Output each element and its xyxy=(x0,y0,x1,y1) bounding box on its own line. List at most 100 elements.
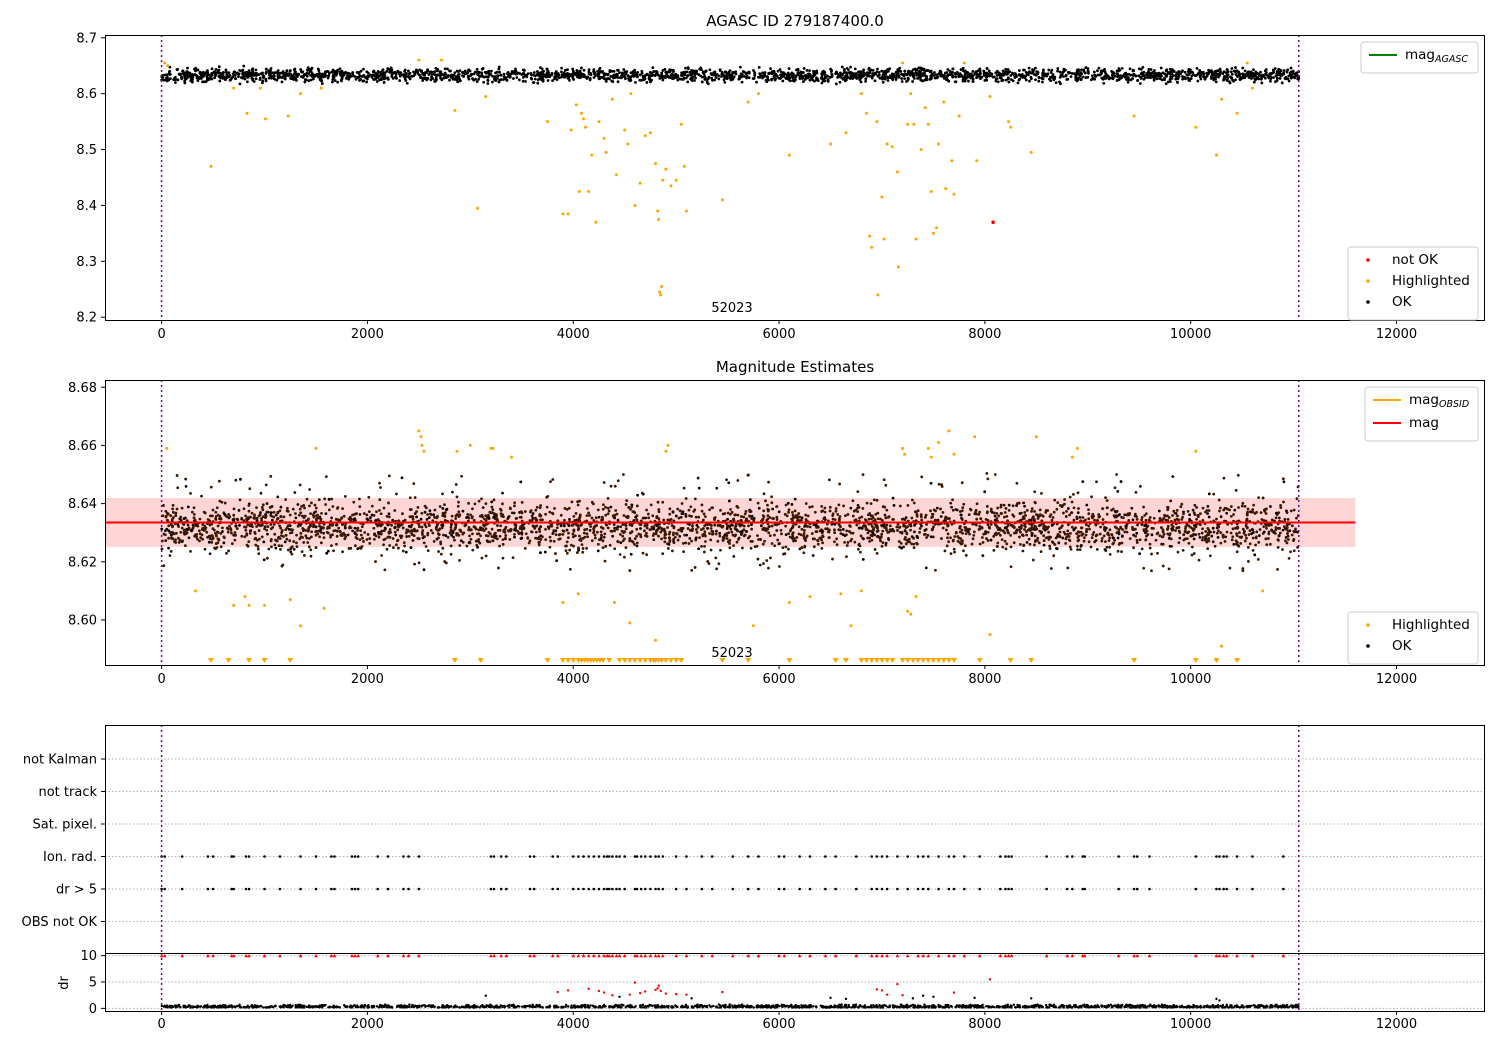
ok-point xyxy=(432,513,436,517)
ok-point xyxy=(687,542,691,545)
ok-point xyxy=(240,517,244,520)
ok-point xyxy=(575,551,579,555)
highlighted-point xyxy=(885,142,889,146)
ok-point xyxy=(1097,513,1101,516)
ok-point xyxy=(480,556,484,560)
ok-point xyxy=(804,518,808,521)
ok-point xyxy=(1080,72,1084,76)
ok-point xyxy=(857,542,861,546)
ok-point xyxy=(624,503,628,506)
highlighted-point xyxy=(264,117,268,121)
ok-point xyxy=(1066,529,1070,533)
ok-point xyxy=(1278,527,1282,530)
ok-point xyxy=(828,505,832,509)
ok-point xyxy=(567,531,570,535)
ok-point xyxy=(225,76,228,80)
ok-point xyxy=(828,75,832,79)
ok-point xyxy=(242,71,245,75)
ok-point xyxy=(265,502,269,505)
ok-point xyxy=(895,525,899,529)
ok-point xyxy=(810,74,814,78)
y-axis: 8.28.38.48.58.68.7 xyxy=(76,31,105,326)
ok-point xyxy=(1126,80,1130,84)
ok-point xyxy=(703,524,707,528)
ok-point xyxy=(353,544,357,548)
ok-point xyxy=(995,511,999,515)
legend-label: not OK xyxy=(1392,252,1439,268)
ok-point xyxy=(719,508,722,512)
ok-point xyxy=(322,75,326,79)
ok-point xyxy=(183,544,187,548)
ok-point xyxy=(1137,74,1141,78)
ok-point xyxy=(636,75,639,79)
ok-point xyxy=(1038,529,1042,533)
ok-point xyxy=(227,549,230,553)
ok-point xyxy=(224,68,228,72)
ok-point xyxy=(1061,536,1065,540)
ok-point xyxy=(1150,552,1153,556)
ok-point xyxy=(335,523,338,527)
ok-point xyxy=(1105,506,1109,510)
ok-point xyxy=(689,77,693,81)
ok-point xyxy=(1148,542,1152,546)
ok-point xyxy=(520,511,524,515)
ok-point xyxy=(457,76,461,79)
ok-point xyxy=(347,76,351,80)
ok-point xyxy=(397,70,401,74)
ok-point xyxy=(1138,538,1142,542)
ok-point xyxy=(747,71,751,75)
ok-point xyxy=(645,72,649,76)
ok-point xyxy=(1020,75,1023,79)
ok-point xyxy=(219,545,223,549)
ok-point xyxy=(784,545,788,549)
ok-point xyxy=(1011,513,1015,517)
ok-point xyxy=(1070,500,1074,504)
ok-point xyxy=(578,499,581,503)
ok-point xyxy=(408,530,411,533)
ok-point xyxy=(1225,79,1229,82)
ok-point xyxy=(635,518,639,522)
ok-point xyxy=(486,82,490,85)
ok-point xyxy=(277,73,281,77)
ok-point xyxy=(451,531,455,534)
ok-point xyxy=(916,76,919,80)
ok-point xyxy=(624,546,628,549)
ok-point xyxy=(289,77,293,81)
legend-marker-swatch xyxy=(1366,258,1370,262)
legend-label: OK xyxy=(1392,294,1413,310)
ok-point xyxy=(188,71,192,75)
ok-point xyxy=(959,537,963,540)
ok-point xyxy=(1176,80,1179,84)
ok-point xyxy=(744,530,748,533)
ok-point xyxy=(1245,536,1248,540)
ok-point xyxy=(311,73,315,77)
ok-point xyxy=(524,74,527,77)
ok-point xyxy=(1292,539,1295,543)
ok-point xyxy=(1287,79,1291,83)
ok-point xyxy=(759,73,762,76)
ok-point xyxy=(973,72,977,76)
ok-point xyxy=(602,71,605,75)
ok-point xyxy=(598,66,602,70)
ok-point xyxy=(1069,75,1073,78)
ok-point xyxy=(207,78,211,81)
ok-point xyxy=(521,68,525,72)
ok-point xyxy=(454,514,458,518)
ok-point xyxy=(262,540,266,544)
ok-point xyxy=(779,70,783,74)
ok-point xyxy=(672,526,676,530)
ok-point xyxy=(723,70,727,74)
ok-point xyxy=(271,75,275,79)
ok-point xyxy=(698,536,701,540)
ok-point xyxy=(1229,505,1233,508)
ok-point xyxy=(1051,74,1055,78)
x-tick-label: 4000 xyxy=(557,327,590,342)
ok-point xyxy=(851,499,855,503)
ok-point xyxy=(901,73,905,77)
ok-point xyxy=(217,65,221,69)
ok-point xyxy=(160,547,164,551)
ok-point xyxy=(1006,68,1010,71)
ok-point xyxy=(926,533,930,537)
ok-point xyxy=(542,69,545,73)
